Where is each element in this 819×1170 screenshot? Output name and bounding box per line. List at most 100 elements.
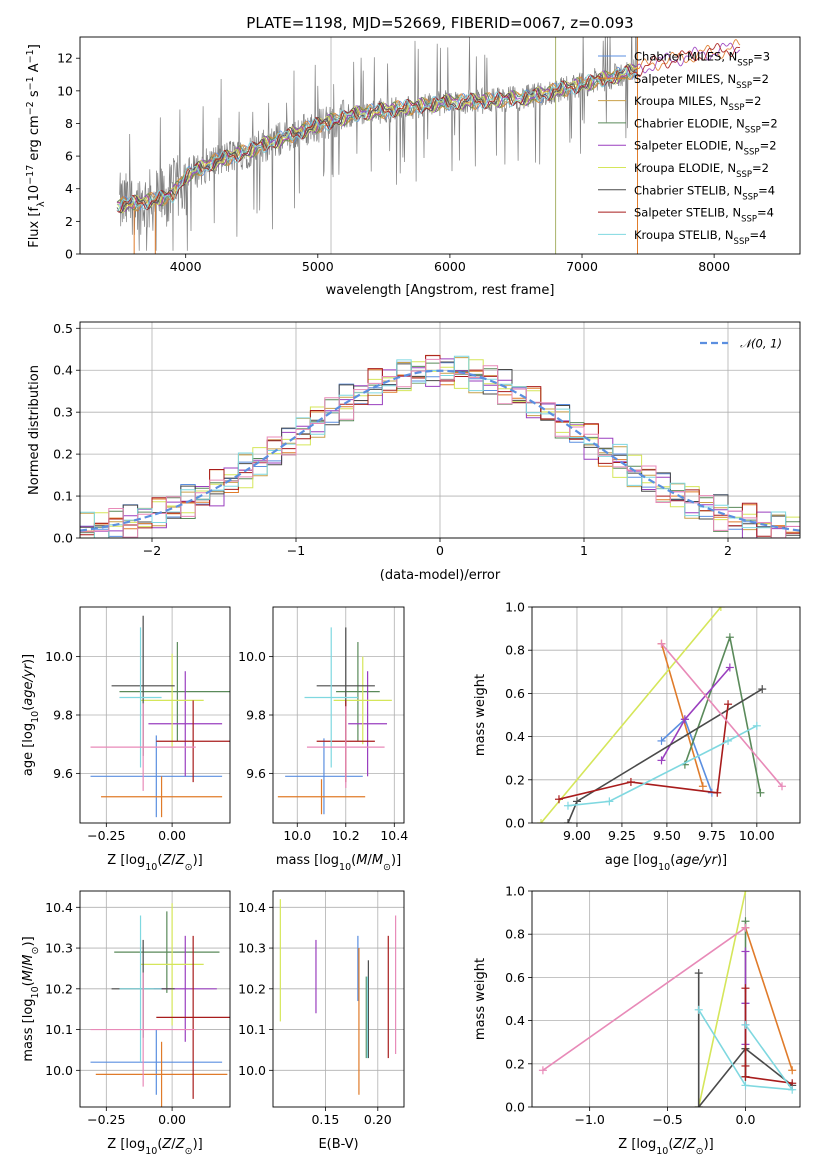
y-tick-label: 9.8 [53,708,73,723]
x-tick-label: 0 [436,543,444,558]
y-tick-label: 0.3 [53,405,73,420]
y-tick-label: 9.8 [246,708,266,723]
x-tick-label: 10.00 [739,828,775,843]
plot-area [536,607,787,823]
x-tick-label: 2 [724,543,732,558]
y-tick-label: 10.1 [45,1022,73,1037]
y-tick-label: 12 [57,51,73,66]
x-tick-label: 0.15 [311,1112,339,1127]
x-tick-label: 0.00 [158,828,186,843]
y-tick-label: 0.4 [505,729,525,744]
series-line-kroupa-stelib [567,725,758,807]
y-tick-label: 10.4 [45,900,73,915]
x-axis-label: mass [log10(M/M⊙)] [276,853,401,873]
legend-label: Salpeter STELIB, NSSP=4 [634,206,774,225]
panel-mass-age: 10.0 10.2 10.4 9.6 9.8 10.0 [238,606,408,843]
x-tick-label: 9.25 [608,828,636,843]
x-axis-label: (data-model)/error [380,568,501,583]
axes-frame [531,890,801,1108]
x-tick-label: 8000 [698,259,730,274]
x-tick-label: 5000 [302,259,334,274]
series-line-pink [660,643,783,787]
axes-frame [272,606,405,824]
x-axis-label: Z [log10(Z/Z⊙)] [618,1137,713,1157]
y-tick-label: 6 [65,149,73,164]
series-line-salpeter-stelib [558,704,729,800]
spectrum-data-line [119,37,638,251]
x-tick-label: 9.75 [698,828,726,843]
model-line-chabrier-stelib [116,64,638,214]
plot-area [538,891,797,1107]
axes-frame [79,890,231,1108]
y-axis-label: age [log10(age/yr)] [21,654,41,776]
axes-frame [272,890,405,1108]
legend-label: Kroupa ELODIE, NSSP=2 [634,161,769,180]
x-axis-label: Z [log10(Z/Z⊙)] [107,1137,202,1157]
legend-label: Kroupa STELIB, NSSP=4 [634,228,766,247]
x-tick-label: −1.0 [574,1112,604,1127]
legend-label: Kroupa MILES, NSSP=2 [634,94,761,113]
model-line-kroupa-stelib [117,67,638,212]
y-axis-label: Normed distribution [27,365,42,495]
x-tick-label: 7000 [566,259,598,274]
y-tick-label: 10.0 [238,1063,266,1078]
panel-Z-weight: −1.0 −0.5 0.0 0.0 0.2 0.4 0.6 0.8 1.0 [505,884,801,1127]
y-tick-label: 1.0 [505,600,525,615]
x-tick-label: −1 [287,543,305,558]
x-tick-label: 6000 [434,259,466,274]
x-tick-label: −0.25 [87,828,125,843]
x-axis-label: E(B-V) [318,1137,358,1152]
plot-area [90,903,230,1107]
x-tick-label: 0.20 [364,1112,392,1127]
legend-label: Chabrier ELODIE, NSSP=2 [634,116,778,135]
panel-age-weight: 9.00 9.25 9.50 9.75 10.00 0.0 0.2 0.4 0.6 0.8 1.0 [505,600,801,843]
y-tick-label: 0.6 [505,686,525,701]
legend: Chabrier MILES, NSSP=3 Salpeter MILES, NS… [598,50,778,247]
panel-spectrum: 4000 5000 6000 7000 8000 0 2 4 6 8 10 12 Chabrier MI… [57,36,801,274]
x-tick-label: 10.2 [332,828,360,843]
x-tick-label: −0.5 [652,1112,682,1127]
y-tick-label: 0.8 [505,643,525,658]
legend-label: Salpeter ELODIE, NSSP=2 [634,139,777,158]
model-line-chabrier-miles [116,66,638,211]
y-tick-label: 1.0 [505,884,525,899]
x-tick-label: 9.00 [563,828,591,843]
y-tick-label: 0.2 [505,1056,525,1071]
y-tick-label: 0.0 [505,816,525,831]
x-tick-label: 0.0 [736,1112,756,1127]
series-line-salpeter-miles [744,927,793,1071]
x-axis-label: age [log10(age/yr)] [605,853,727,873]
y-tick-label: 10.3 [45,941,73,956]
y-axis-label: mass [log10(M/M⊙)] [21,936,41,1061]
x-tick-label: 10.4 [380,828,408,843]
x-tick-label: 1 [580,543,588,558]
legend-label: 𝒩(0, 1) [740,337,782,351]
y-axis-label: mass weight [473,674,488,756]
plot-area [90,615,230,818]
axes-frame [531,606,801,824]
legend-label: Chabrier STELIB, NSSP=4 [634,183,775,202]
legend-label: Chabrier MILES, NSSP=3 [634,50,770,69]
gaussian-curve [80,369,800,532]
series-line-chabrier-stelib [697,973,793,1107]
model-line-salpeter-stelib [116,43,741,213]
series-line-kroupa-elodie [540,607,722,823]
y-tick-label: 0.2 [505,772,525,787]
y-tick-label: 10.2 [238,981,266,996]
y-tick-label: 0.1 [53,489,73,504]
series-line-kroupa-stelib [698,1009,794,1091]
panel-residuals: −2 −1 0 1 2 0.0 0.1 0.2 0.3 0.4 0.5 𝒩(0, 1) [53,321,801,558]
axes-frame [79,321,801,539]
legend-label: Salpeter MILES, NSSP=2 [634,72,769,91]
y-tick-label: 10.0 [45,649,73,664]
plot-area [80,354,800,538]
panel-Z-age: −0.25 0.00 9.6 9.8 10.0 [45,606,231,843]
panel-ebv-mass: 0.15 0.20 10.0 10.1 10.2 10.3 10.4 [238,890,405,1127]
legend: 𝒩(0, 1) [700,337,782,351]
y-tick-label: 0.2 [53,447,73,462]
y-tick-label: 4 [65,181,73,196]
y-tick-label: 10 [57,83,73,98]
y-tick-label: 9.6 [246,766,266,781]
axes-frame [79,36,801,255]
